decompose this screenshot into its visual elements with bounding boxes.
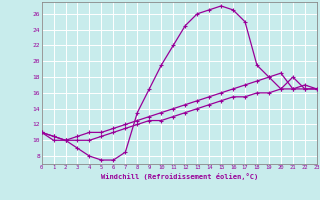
X-axis label: Windchill (Refroidissement éolien,°C): Windchill (Refroidissement éolien,°C) [100, 173, 258, 180]
